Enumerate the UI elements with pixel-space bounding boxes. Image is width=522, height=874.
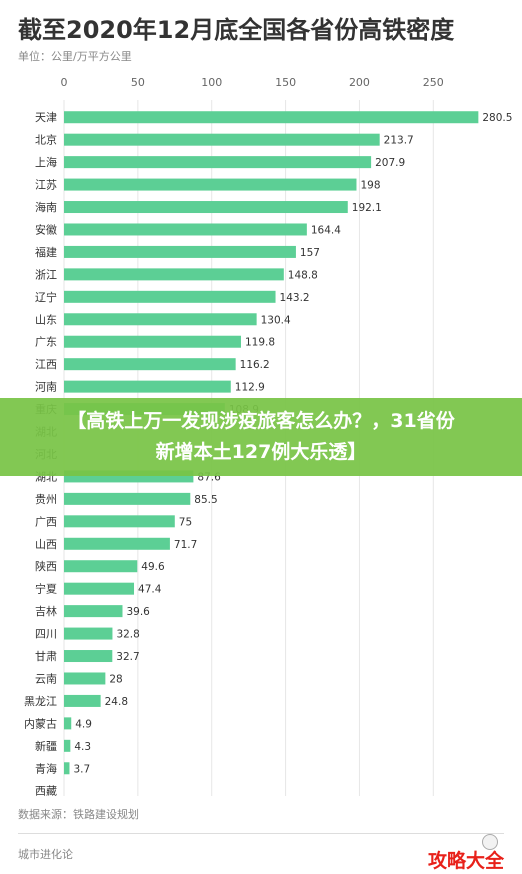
bar: [64, 605, 123, 618]
chart-title: 截至2020年12月底全国各省份高铁密度: [18, 16, 455, 44]
value-label: 192.1: [352, 202, 382, 214]
category-label: 宁夏: [35, 582, 57, 596]
watermark-logo[interactable]: 攻略大全: [428, 850, 505, 872]
value-label: 3.7: [73, 763, 90, 775]
category-label: 吉林: [35, 604, 57, 618]
headline-banner[interactable]: 【高铁上万一发现涉疫旅客怎么办？，31省份 新增本土127例大乐透】: [0, 398, 522, 476]
category-label: 新疆: [35, 739, 57, 753]
category-label: 浙江: [35, 268, 57, 281]
category-label: 青海: [35, 761, 57, 775]
banner-line-1: 【高铁上万一发现涉疫旅客怎么办？，31省份: [67, 410, 455, 432]
footer-divider: [18, 833, 504, 834]
value-label: 75: [179, 516, 192, 528]
watermark-icon: [482, 834, 498, 850]
value-label: 28: [109, 673, 122, 685]
x-tick-label: 150: [275, 76, 296, 89]
x-tick-label: 50: [131, 76, 145, 89]
value-label: 207.9: [375, 157, 405, 169]
bar: [64, 717, 72, 730]
bar: [64, 762, 70, 775]
value-label: 119.8: [245, 337, 275, 349]
bar: [64, 627, 113, 640]
bar: [64, 245, 296, 258]
category-label: 北京: [35, 133, 57, 147]
value-label: 85.5: [194, 494, 217, 506]
bar: [64, 694, 101, 707]
value-label: 198: [360, 180, 380, 192]
bar: [64, 739, 71, 752]
value-label: 32.7: [116, 651, 139, 663]
bar: [64, 492, 191, 505]
data-source: 数据来源：铁路建设规划: [18, 808, 139, 821]
category-label: 云南: [35, 672, 57, 685]
value-label: 116.2: [240, 359, 270, 371]
bar: [64, 335, 241, 348]
value-label: 4.9: [75, 718, 92, 730]
category-label: 山西: [35, 538, 57, 551]
category-label: 广东: [35, 336, 57, 349]
bar: [64, 515, 175, 528]
bar: [64, 313, 257, 326]
value-label: 112.9: [235, 382, 265, 394]
category-label: 天津: [35, 111, 57, 124]
value-label: 71.7: [174, 539, 197, 551]
value-label: 143.2: [280, 292, 310, 304]
bar: [64, 268, 284, 281]
bar: [64, 290, 276, 303]
bar: [64, 133, 380, 146]
value-label: 130.4: [261, 314, 291, 326]
value-label: 4.3: [74, 741, 91, 753]
category-label: 贵州: [35, 493, 57, 506]
bar: [64, 358, 236, 371]
x-tick-label: 0: [61, 76, 68, 89]
bar: [64, 560, 138, 573]
value-label: 280.5: [482, 112, 512, 124]
bar: [64, 178, 357, 191]
bar: [64, 156, 372, 169]
bar: [64, 650, 113, 663]
category-label: 上海: [35, 155, 57, 169]
bar: [64, 380, 231, 393]
category-label: 辽宁: [35, 290, 57, 304]
category-label: 江西: [35, 358, 57, 371]
category-label: 陕西: [35, 559, 57, 573]
category-label: 山东: [35, 313, 57, 326]
bar: [64, 537, 170, 550]
value-label: 32.8: [116, 629, 139, 641]
category-label: 河南: [35, 381, 57, 394]
category-label: 四川: [35, 628, 57, 641]
category-label: 安徽: [35, 222, 57, 236]
value-label: 24.8: [105, 696, 128, 708]
bar: [64, 582, 135, 595]
bar: [64, 672, 106, 685]
x-tick-label: 100: [201, 76, 222, 89]
category-label: 海南: [35, 200, 57, 214]
brand-label: 城市进化论: [18, 848, 73, 861]
category-label: 西藏: [35, 785, 57, 796]
category-label: 广西: [35, 515, 57, 528]
value-label: 164.4: [311, 224, 341, 236]
value-label: 157: [300, 247, 320, 259]
category-label: 甘肃: [35, 650, 57, 663]
value-label: 39.6: [126, 606, 150, 618]
category-label: 江苏: [35, 179, 57, 192]
bar: [64, 201, 348, 214]
value-label: 49.6: [141, 561, 165, 573]
bar: [64, 111, 479, 124]
bar: [64, 223, 307, 236]
x-tick-label: 250: [423, 76, 444, 89]
banner-line-2: 新增本土127例大乐透】: [155, 441, 367, 463]
category-label: 内蒙古: [24, 716, 57, 730]
value-label: 213.7: [384, 135, 414, 147]
value-label: 47.4: [138, 584, 162, 596]
value-label: 148.8: [288, 269, 318, 281]
category-label: 黑龙江: [24, 695, 57, 708]
category-label: 福建: [35, 245, 57, 259]
x-tick-label: 200: [349, 76, 370, 89]
unit-label: 单位：公里/万平方公里: [18, 50, 132, 63]
